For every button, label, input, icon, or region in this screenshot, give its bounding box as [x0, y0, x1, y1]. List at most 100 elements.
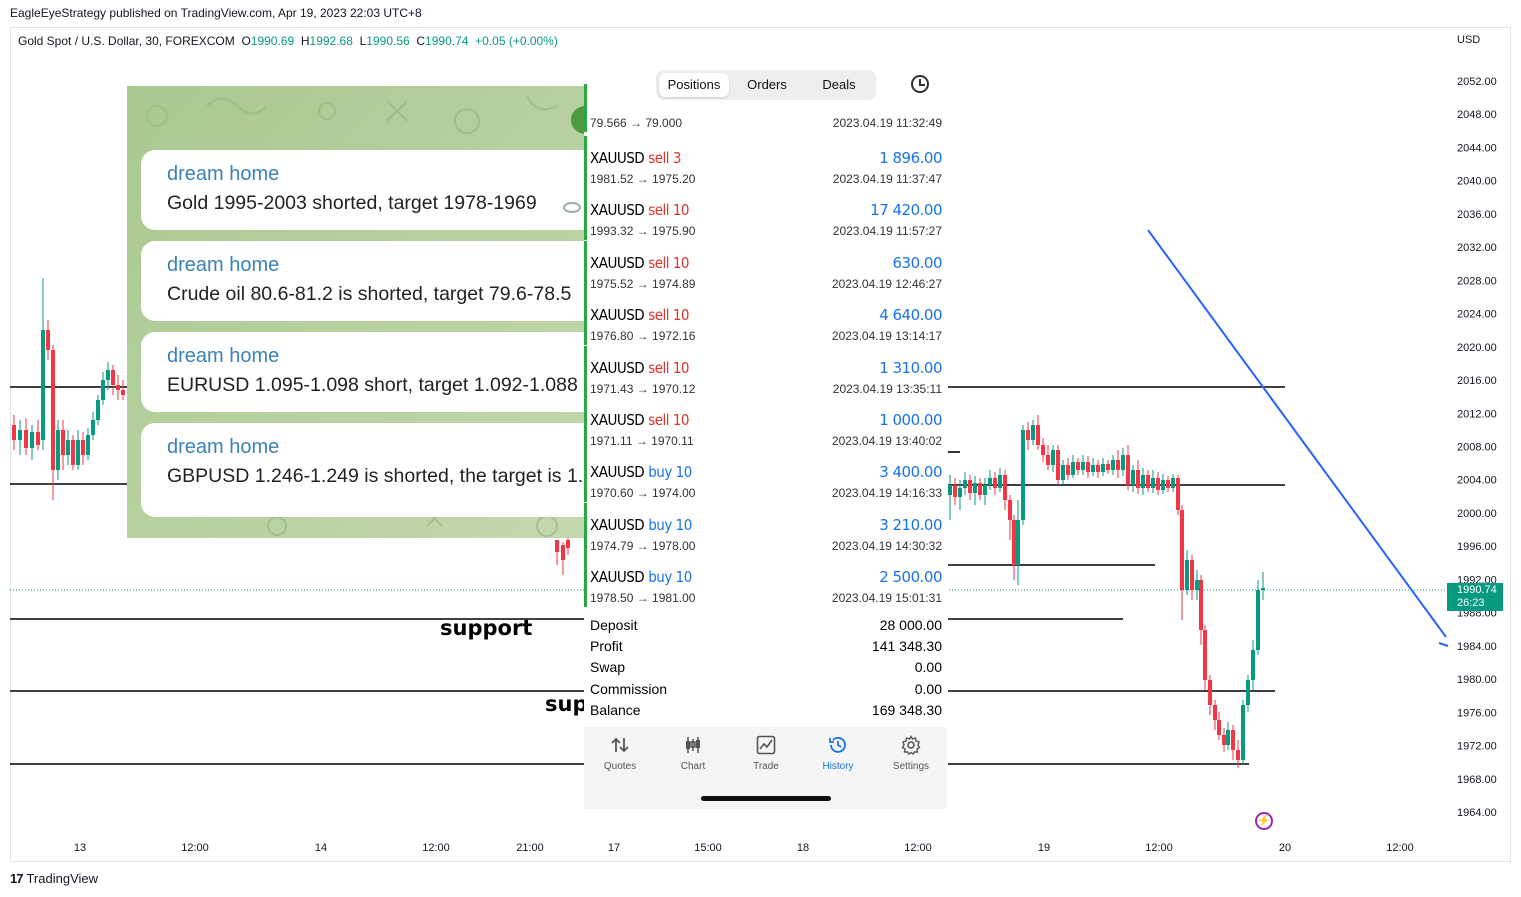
deal-qty: 10 [672, 306, 690, 325]
candle [86, 428, 90, 460]
message-sender[interactable]: dream home [167, 436, 280, 458]
last-price-tag: 1990.74 26:23 [1447, 583, 1503, 611]
deal-status-bar [584, 240, 587, 293]
message-sender[interactable]: dream home [167, 345, 280, 367]
tab-orders[interactable]: Orders [747, 77, 787, 92]
candle [1026, 422, 1030, 450]
lightning-icon[interactable]: ⚡ [1255, 812, 1273, 830]
candle [106, 362, 110, 390]
deal-symbol: XAUUSD buy 10 [590, 568, 693, 587]
chart-frame [10, 27, 1511, 862]
summary-label: Profit [590, 638, 623, 655]
deal-prices: 1975.52 → 1974.89 [590, 276, 696, 291]
candle [1176, 475, 1180, 515]
candle [116, 375, 120, 400]
price-axis: 2052.00 2048.00 2044.00 2040.00 2036.00 2032.… [1457, 76, 1497, 819]
tab-deals[interactable]: Deals [822, 77, 856, 92]
deal-qty: 10 [675, 568, 693, 587]
deal-status-bar [584, 136, 587, 188]
time-tick-label: 12:00 [1386, 842, 1414, 854]
candle [71, 435, 75, 470]
symbol-legend[interactable]: Gold Spot / U.S. Dollar, 30, FOREXCOM O1… [18, 34, 558, 48]
candle [12, 415, 16, 450]
gear-icon [901, 735, 921, 755]
price-tick-label: 2044.00 [1457, 142, 1497, 154]
candle [1091, 458, 1095, 476]
candle [1180, 505, 1184, 620]
trend-line-tail [1438, 642, 1449, 647]
deal-side: sell [648, 358, 670, 377]
candle [1195, 570, 1199, 600]
candle [30, 425, 34, 460]
candle [1056, 445, 1060, 485]
deal-row[interactable]: XAUUSD sell 10 1976.80 → 1972.16 4 640.00 20… [584, 293, 947, 346]
message-sender[interactable]: dream home [167, 254, 280, 276]
deal-prices: 1971.11 → 1970.11 [590, 434, 694, 448]
deal-prices: 1978.50 → 1981.00 [590, 591, 696, 606]
deal-row[interactable]: XAUUSD sell 10 1971.11 → 1970.11 1 000.00 20… [584, 398, 947, 450]
candle [1012, 515, 1016, 580]
summary-value: 28 000.00 [879, 617, 942, 633]
tradingview-logo[interactable]: 17 TradingView [10, 871, 98, 886]
segmented-tabs: Positions Orders Deals [656, 70, 876, 100]
summary-row-deposit: Deposit 28 000.00 [590, 617, 942, 638]
message-sender[interactable]: dream home [167, 163, 280, 185]
bottom-tab-settings[interactable]: Settings [881, 735, 941, 772]
candle [1231, 725, 1235, 760]
tab-positions[interactable]: Positions [659, 73, 729, 97]
deal-row[interactable]: XAUUSD sell 10 1971.43 → 1970.12 1 310.00 20… [584, 345, 947, 398]
bottom-tab-quotes[interactable]: Quotes [590, 735, 650, 772]
deal-time: 2023.04.19 14:16:33 [831, 486, 942, 501]
deal-row[interactable]: XAUUSD sell 10 1975.52 → 1974.89 630.00 2023… [584, 240, 947, 293]
candle [51, 345, 55, 500]
time-tick-label: 12:00 [181, 842, 209, 854]
deal-row[interactable]: XAUUSD buy 10 1974.79 → 1978.00 3 210.00 202… [584, 502, 947, 555]
candle [1106, 460, 1110, 474]
candle [1199, 575, 1203, 645]
candle [1190, 555, 1194, 600]
open-label: O [241, 34, 251, 48]
deal-row[interactable]: XAUUSD buy 10 1970.60 → 1974.00 3 400.00 202… [584, 450, 947, 503]
message-bubble: dream home Gold 1995-2003 shorted, targe… [141, 150, 587, 230]
bottom-tab-chart[interactable]: Chart [663, 735, 723, 772]
candle [1226, 722, 1230, 750]
price-tick-label: 2036.00 [1457, 209, 1497, 221]
candle [18, 420, 22, 455]
summary-row-profit: Profit 141 348.30 [590, 638, 942, 659]
deal-row[interactable]: XAUUSD buy 10 1978.50 → 1981.00 2 500.00 202… [584, 555, 947, 608]
summary-value: 169 348.30 [871, 701, 942, 718]
candle [1166, 476, 1170, 492]
deal-row[interactable]: XAUUSD sell 10 1993.32 → 1975.90 17 420.00 2… [584, 188, 947, 241]
deal-profit: 630.00 [892, 253, 943, 272]
candle [1111, 455, 1115, 475]
last-price-value: 1990.74 [1457, 584, 1497, 596]
candle [1016, 500, 1020, 585]
candle [24, 418, 28, 455]
deal-side: buy [648, 568, 672, 587]
home-indicator [701, 796, 831, 801]
bottom-tab-trade[interactable]: Trade [736, 735, 796, 772]
time-tick-label: 12:00 [904, 842, 932, 854]
candle [1246, 675, 1250, 712]
summary-label: Deposit [590, 617, 638, 633]
summary-value: 141 348.30 [871, 638, 942, 655]
message-text: EURUSD 1.095-1.098 short, target 1.092-1… [167, 374, 578, 396]
deal-prices: 1970.60 → 1974.00 [590, 486, 696, 501]
price-tick-label: 2040.00 [1457, 176, 1497, 188]
candle [1251, 640, 1255, 690]
deal-prices: 1976.80 → 1972.16 [590, 329, 696, 344]
bottom-tab-history[interactable]: History [808, 735, 868, 772]
deal-row[interactable]: XAUUSD sell 3 1981.52 → 1975.20 1 896.00 202… [584, 136, 947, 188]
candle [1236, 740, 1240, 768]
deal-status-bar [584, 555, 587, 608]
clock-icon[interactable] [911, 75, 929, 93]
deal-row-partial[interactable]: 79.566 → 79.000 2023.04.19 11:32:49 [584, 84, 947, 132]
currency-label[interactable]: USD [1457, 34, 1481, 46]
candle [1256, 580, 1260, 655]
price-tick-label: 2052.00 [1457, 76, 1497, 88]
message-text: GBPUSD 1.246-1.249 is shorted, the targe… [167, 465, 584, 487]
close-label: C [416, 34, 426, 48]
deal-qty: 10 [672, 358, 690, 377]
candle [973, 476, 977, 505]
